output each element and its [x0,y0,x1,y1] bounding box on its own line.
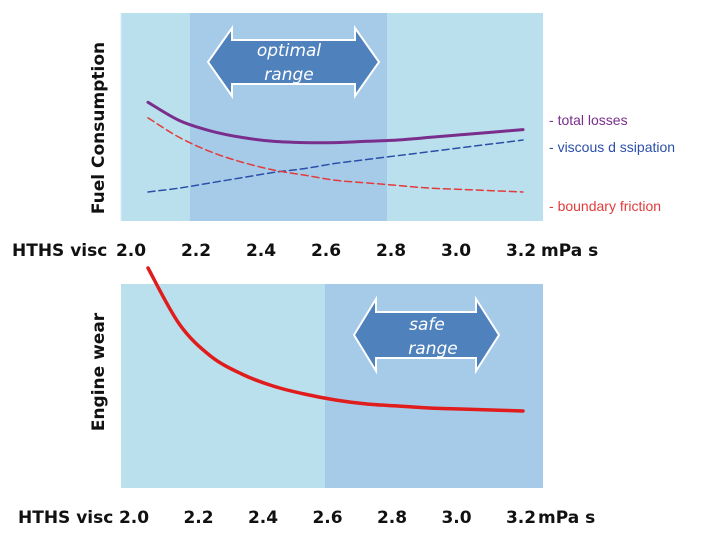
chart2: safe range Engine wear HTHS visc 2.0 2.2 2… [18,266,595,528]
legend-prefix: - [549,112,558,128]
chart2-x-tick-label: 2.8 [377,508,407,528]
chart2-x-tick-label: 2.4 [248,508,278,528]
chart1-line-viscous-d-ssipation [147,139,524,193]
chart1-line-total-losses [146,100,525,145]
double-arrow-icon [352,295,501,375]
chart1-x-unit: mPa s [541,241,598,261]
legend-prefix: - [549,139,558,155]
chart1-x-tick-label: 3.0 [441,241,471,261]
chart1-series-group [146,100,525,193]
chart1-x-tick-label: 3.2 [506,241,536,261]
chart2-x-axis-label: HTHS visc [18,508,113,528]
chart1-x-tick-label: 2.6 [311,241,341,261]
chart2-x-tick-label: 2.0 [119,508,149,528]
legend-prefix: - [549,198,558,214]
chart1-y-axis-label: Fuel Consumption [89,42,109,214]
chart2-x-ticks: 2.0 2.2 2.4 2.6 2.8 3.0 3.2 [119,508,536,528]
chart1-x-axis-label: HTHS visc [12,241,107,261]
chart1-x-tick-label: 2.0 [116,241,146,261]
chart2-x-tick-label: 3.2 [506,508,536,528]
chart1-legend: - total losses - viscous d ssipation - b… [549,112,675,214]
double-arrow-icon [206,24,381,100]
chart2-x-tick-label: 2.6 [312,508,342,528]
chart1-x-tick-label: 2.2 [181,241,211,261]
legend-total-losses-label: total losses [558,112,628,128]
chart2-range-label-line2: range [408,339,457,359]
legend-viscous-dissipation-label: viscous d ssipation [558,139,676,155]
chart1-range-label-line1: optimal [257,41,322,61]
chart1-range-label-line2: range [264,65,313,85]
legend-viscous-dissipation: - viscous d ssipation [549,139,675,155]
chart2-range-label-line1: safe [409,315,445,335]
chart2-x-tick-label: 3.0 [441,508,471,528]
legend-boundary-friction: - boundary friction [549,198,661,214]
legend-boundary-friction-label: boundary friction [558,198,662,214]
chart2-range-arrow: safe range [352,295,501,375]
chart2-x-unit: mPa s [538,508,595,528]
chart1-line-boundary-friction [147,117,524,193]
chart1-x-tick-label: 2.8 [376,241,406,261]
chart2-line-engine-wear [146,266,525,413]
chart1-x-tick-label: 2.4 [246,241,276,261]
chart1: optimal range Fuel Consumption - total l… [12,13,675,261]
chart2-series-group [146,266,525,413]
chart2-y-axis-label: Engine wear [89,312,109,431]
chart1-range-arrow: optimal range [206,24,381,100]
chart2-x-tick-label: 2.2 [183,508,213,528]
legend-total-losses: - total losses [549,112,628,128]
chart1-x-ticks: 2.0 2.2 2.4 2.6 2.8 3.0 3.2 [116,241,536,261]
